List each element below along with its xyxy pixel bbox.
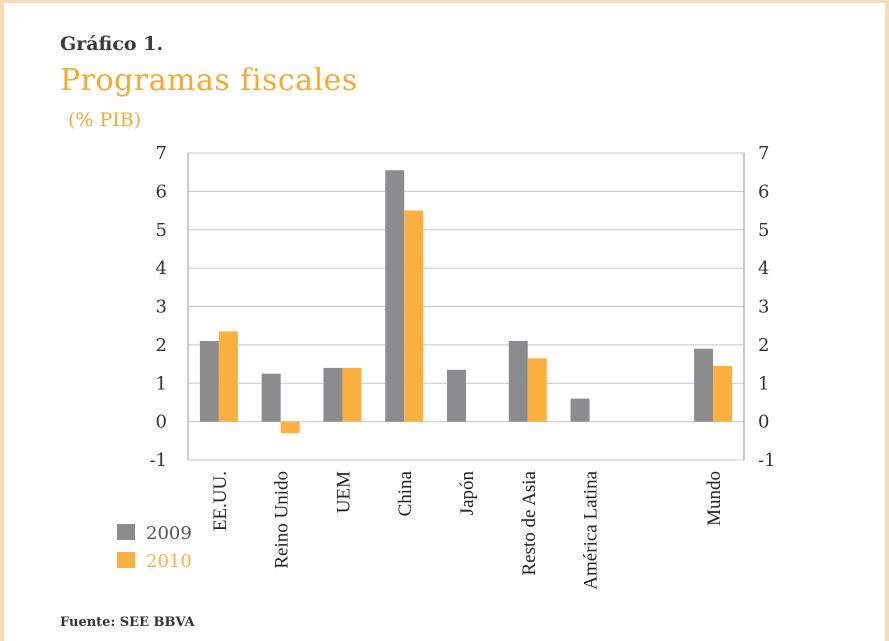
y-tick-label-left: 2 bbox=[156, 335, 167, 356]
category-label: Japón bbox=[457, 471, 478, 516]
y-tick-label-left: 5 bbox=[156, 220, 167, 241]
y-tick-label-right: -1 bbox=[758, 450, 776, 471]
bar-2010 bbox=[713, 365, 733, 422]
legend-label-2009: 2009 bbox=[146, 523, 192, 544]
y-tick-label-right: 2 bbox=[758, 335, 769, 356]
bar-2009 bbox=[261, 373, 281, 422]
category-label: Resto de Asia bbox=[519, 470, 540, 575]
category-label: Reino Unido bbox=[272, 471, 293, 569]
chart-label: Gráfico 1. bbox=[60, 33, 164, 55]
y-tick-label-left: 1 bbox=[156, 373, 167, 394]
bar-2010 bbox=[404, 210, 424, 422]
category-label: UEM bbox=[333, 471, 354, 513]
y-tick-label-left: -1 bbox=[149, 450, 167, 471]
chart-subtitle: (% PIB) bbox=[68, 109, 142, 131]
category-label: Mundo bbox=[704, 471, 725, 526]
category-label: EE.UU. bbox=[210, 471, 231, 531]
legend-label-2010: 2010 bbox=[146, 551, 192, 572]
bar-2009 bbox=[694, 348, 714, 422]
bar-2010 bbox=[342, 367, 362, 422]
chart-title: Programas fiscales bbox=[60, 63, 358, 98]
bar-2009 bbox=[323, 367, 343, 422]
y-tick-label-left: 6 bbox=[156, 181, 167, 202]
chart-svg: -1 -1 0 0 1 1 2 2 3 3 4 4 5 5 6 6 7 7 EE.UU. Reino Unido UEM… bbox=[117, 143, 776, 590]
legend-swatch-2009 bbox=[117, 524, 135, 540]
y-tick-label-right: 7 bbox=[758, 143, 769, 164]
bar-2010 bbox=[280, 421, 300, 434]
source-note: Fuente: SEE BBVA bbox=[60, 615, 195, 630]
y-tick-label-right: 5 bbox=[758, 220, 769, 241]
bar-2010 bbox=[527, 358, 547, 422]
y-tick-label-left: 7 bbox=[156, 143, 167, 164]
legend-swatch-2010 bbox=[117, 552, 135, 568]
y-tick-label-left: 4 bbox=[156, 258, 167, 279]
y-tick-label-right: 1 bbox=[758, 373, 769, 394]
category-label: China bbox=[395, 470, 416, 516]
y-tick-label-right: 4 bbox=[758, 258, 769, 279]
bar-2009 bbox=[199, 341, 219, 422]
y-tick-label-right: 3 bbox=[758, 297, 769, 318]
y-tick-label-right: 6 bbox=[758, 181, 769, 202]
y-tick-label-left: 3 bbox=[156, 297, 167, 318]
y-tick-label-left: 0 bbox=[156, 412, 167, 433]
bar-2010 bbox=[218, 331, 238, 422]
bar-2009 bbox=[508, 341, 528, 422]
bar-2009 bbox=[570, 398, 590, 422]
category-label: América Latina bbox=[581, 470, 602, 589]
y-tick-label-right: 0 bbox=[758, 412, 769, 433]
bar-2009 bbox=[447, 369, 466, 422]
bar-2009 bbox=[385, 170, 405, 422]
